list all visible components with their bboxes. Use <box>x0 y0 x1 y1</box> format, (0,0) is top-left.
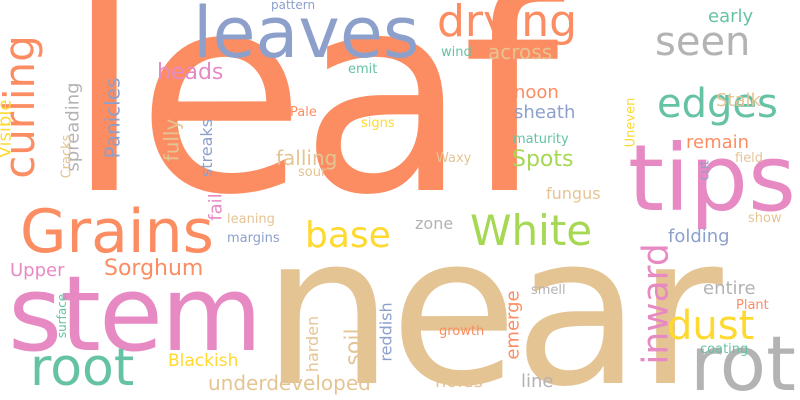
word-emit: emit <box>348 62 378 77</box>
word-Plant: Plant <box>736 298 769 313</box>
word-coating: coating <box>700 342 749 357</box>
word-leaves: leaves <box>193 0 420 74</box>
word-tips: tips <box>628 125 796 232</box>
word-Waxy: Waxy <box>436 151 472 166</box>
word-seen: seen <box>655 19 751 65</box>
word-Blackish: Blackish <box>168 351 239 371</box>
word-streaks: streaks <box>197 118 217 178</box>
word-falling: falling <box>276 146 338 170</box>
word-White: White <box>470 206 593 255</box>
word-cut: cut <box>697 160 713 181</box>
word-zone: zone <box>415 214 454 233</box>
word-maturity: maturity <box>513 132 569 147</box>
word-signs: signs <box>361 116 395 131</box>
word-entire: entire <box>703 278 756 299</box>
word-fully: fully <box>159 118 184 162</box>
word-emerge: emerge <box>502 290 524 360</box>
word-field: field <box>735 151 764 166</box>
word-Uneven: Uneven <box>623 97 639 148</box>
word-inward: inward <box>635 243 677 365</box>
word-fail: fail <box>205 193 227 221</box>
word-surface: surface <box>55 293 70 339</box>
word-Sorghum: Sorghum <box>104 256 204 281</box>
word-rot: rot <box>690 319 796 400</box>
word-edges: edges <box>657 81 778 127</box>
word-base: base <box>305 215 391 256</box>
word-root: root <box>30 338 135 398</box>
word-sour: sour <box>298 165 327 180</box>
word-sheath: sheath <box>514 102 576 123</box>
word-underdeveloped: underdeveloped <box>208 371 371 395</box>
word-harden: harden <box>303 315 323 373</box>
word-Spots: Spots <box>512 147 574 172</box>
word-drying: drying <box>437 0 578 47</box>
word-Cracks: Cracks <box>59 134 75 179</box>
word-Pale: Pale <box>290 105 317 120</box>
word-stem: stem <box>8 253 262 375</box>
word-fungus: fungus <box>546 184 601 203</box>
word-soil: soil <box>341 328 367 366</box>
word-leaf: leaf <box>66 0 559 255</box>
word-across: across <box>488 40 553 64</box>
word-reddish: reddish <box>376 302 396 362</box>
word-margins: margins <box>227 231 280 246</box>
word-near: near <box>262 191 723 400</box>
word-leaning: leaning <box>227 212 275 227</box>
word-line: line <box>521 371 554 392</box>
word-show: show <box>748 211 782 226</box>
word-heads: heads <box>157 60 224 85</box>
word-Panicles: Panicles <box>100 77 125 159</box>
word-Grains: Grains <box>20 197 214 267</box>
word-Upper: Upper <box>10 260 65 281</box>
word-smell: smell <box>531 283 566 298</box>
word-Stalk: Stalk <box>716 90 761 111</box>
word-wind: wind <box>441 45 472 60</box>
word-early: early <box>708 6 754 27</box>
word-remain: remain <box>686 132 750 153</box>
word-noon: noon <box>514 82 559 103</box>
word-folding: folding <box>668 226 730 247</box>
word-growth: growth <box>439 324 485 339</box>
word-stunted: stunted <box>362 94 439 118</box>
word-holes: holes <box>435 371 483 392</box>
word-pattern: pattern <box>271 0 316 12</box>
word-dust: dust <box>667 303 755 349</box>
word-Visible: Visible <box>0 99 16 159</box>
